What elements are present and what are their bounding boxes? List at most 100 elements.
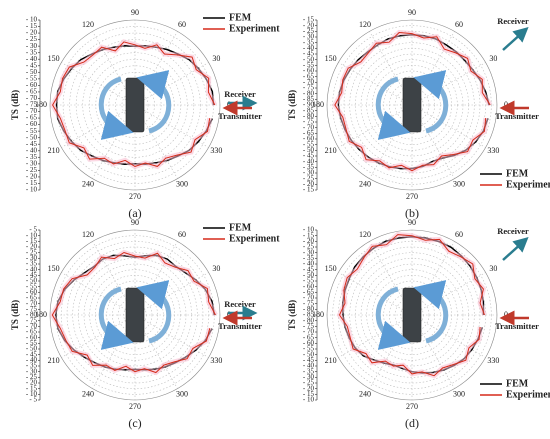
radial-tick-label: - 60	[303, 282, 315, 290]
radial-tick-label: - 20	[26, 379, 38, 387]
grid-circle	[72, 252, 198, 378]
rotation-arrow	[136, 70, 172, 134]
radial-tick-label: - 15	[26, 179, 38, 187]
radial-tick-label: - 80	[303, 89, 315, 97]
radial-tick-label: - 25	[303, 27, 315, 35]
radial-tick-label: - 50	[303, 146, 315, 154]
radial-tick-label: - 20	[303, 21, 315, 29]
angle-label: 180	[312, 310, 324, 319]
cylinder	[125, 77, 145, 133]
radial-tick-label: - 80	[303, 112, 315, 120]
radial-tick-label: - 60	[303, 67, 315, 75]
radial-tick-label: - 50	[303, 271, 315, 279]
radial-tick-label: - 60	[26, 288, 38, 296]
annotation: Receiver	[497, 226, 529, 236]
radial-tick-label: - 25	[303, 379, 315, 387]
angle-label: 120	[359, 230, 371, 239]
rotation-arrow	[413, 280, 449, 344]
radial-tick-label: - 20	[26, 243, 38, 251]
radial-tick-label: - 15	[303, 186, 315, 194]
angle-label: 60	[178, 20, 186, 29]
radial-tick-label: - 20	[303, 180, 315, 188]
angle-label: 210	[325, 146, 337, 155]
radial-tick-label: - 20	[303, 384, 315, 392]
angle-label: 150	[48, 54, 60, 63]
angle-label: 30	[212, 54, 220, 63]
receiver-arrow	[502, 26, 529, 51]
radial-tick-label: - 85	[303, 311, 315, 319]
radial-tick-label: - 30	[303, 169, 315, 177]
angle-label: 240	[82, 390, 94, 399]
rotation-arrow	[413, 70, 449, 134]
radial-tick-label: - 40	[26, 55, 38, 63]
radial-tick-label: - 75	[26, 316, 38, 324]
radial-tick-label: - 60	[303, 339, 315, 347]
radial-tick-label: - 60	[303, 135, 315, 143]
annotation: Receiver	[224, 299, 256, 309]
radial-tick-label: - 75	[303, 299, 315, 307]
grid-circle	[83, 263, 187, 367]
angle-label: 60	[178, 230, 186, 239]
angle-label: 90	[131, 218, 139, 227]
angle-label: 330	[487, 356, 499, 365]
radial-tick-label: - 45	[303, 152, 315, 160]
series-line	[338, 234, 485, 377]
angle-label: 60	[455, 20, 463, 29]
radial-tick-label: - 15	[26, 384, 38, 392]
radial-tick-label: - 30	[26, 367, 38, 375]
radial-tick-label: - 55	[26, 74, 38, 82]
radial-tick-label: - 45	[26, 271, 38, 279]
angle-label: 330	[210, 146, 222, 155]
radial-tick-label: - 40	[26, 146, 38, 154]
radial-tick-label: - 45	[303, 50, 315, 58]
angle-label: 30	[489, 264, 497, 273]
series-line	[52, 41, 216, 168]
radial-tick-label: - 70	[26, 299, 38, 307]
radial-tick-label: - 25	[26, 166, 38, 174]
angle-label: 210	[48, 146, 60, 155]
axis-label: TS (dB)	[10, 90, 20, 120]
radial-tick-label: - 55	[303, 277, 315, 285]
annotation: Transmitter	[218, 111, 262, 121]
radial-tick-label: - 60	[26, 81, 38, 89]
radial-tick-label: - 35	[303, 367, 315, 375]
panel-label: (c)	[128, 416, 141, 430]
angle-label: 120	[82, 230, 94, 239]
angle-spoke	[338, 272, 413, 316]
angle-label: 90	[131, 8, 139, 17]
radial-tick-label: - 85	[303, 106, 315, 114]
radial-tick-label: - 45	[26, 140, 38, 148]
angle-label: 270	[406, 402, 418, 411]
legend-label: FEM	[229, 222, 252, 233]
radial-tick-label: - 55	[303, 140, 315, 148]
radial-tick-label: - 65	[303, 288, 315, 296]
radial-tick-label: - 70	[303, 294, 315, 302]
radial-tick-label: - 65	[303, 72, 315, 80]
legend-label: Experiment	[229, 233, 280, 244]
radial-tick-label: - 55	[26, 127, 38, 135]
panel-label: (b)	[405, 206, 419, 220]
radial-tick-label: - 65	[26, 294, 38, 302]
radial-tick-label: - 5	[29, 226, 37, 234]
axis-label: TS (dB)	[287, 300, 297, 330]
radial-tick-label: - 35	[26, 153, 38, 161]
grid-circle	[332, 235, 492, 395]
radial-tick-label: - 25	[26, 373, 38, 381]
radial-tick-label: - 10	[26, 231, 38, 239]
radial-tick-label: - 10	[303, 396, 315, 404]
radial-tick-label: - 20	[26, 173, 38, 181]
grid-circle	[62, 32, 208, 178]
radial-tick-label: - 70	[303, 328, 315, 336]
angle-label: 300	[176, 180, 188, 189]
radial-tick-label: - 15	[26, 237, 38, 245]
cylinder	[125, 287, 145, 343]
radial-tick-label: - 40	[26, 356, 38, 364]
cylinder	[402, 287, 422, 343]
grid-circle	[82, 52, 188, 158]
rotation-arrow	[136, 280, 172, 344]
radial-tick-label: - 75	[26, 101, 38, 109]
radial-tick-label: - 70	[303, 123, 315, 131]
radial-tick-label: - 35	[303, 163, 315, 171]
